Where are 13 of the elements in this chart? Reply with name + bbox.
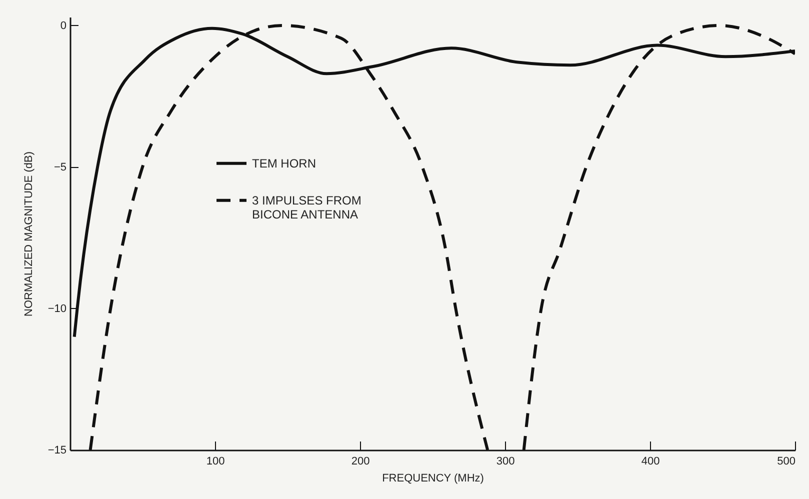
y-tick-label: −10 [48, 302, 66, 315]
x-tick-label: 400 [641, 456, 660, 468]
x-tick-label: 100 [206, 456, 225, 468]
x-tick-label: 300 [496, 456, 515, 468]
legend-label: 3 IMPULSES FROM BICONE ANTENNA [252, 193, 362, 222]
y-tick-label: −15 [48, 444, 66, 456]
y-tick-label: 0 [60, 20, 66, 32]
legend-label: TEM HORN [252, 156, 316, 170]
y-axis-title: NORMALIZED MAGNITUDE (dB) [22, 151, 35, 317]
x-axis-title: FREQUENCY (MHz) [382, 472, 484, 484]
x-tick-label: 500 [777, 456, 796, 468]
x-tick-label: 200 [351, 456, 370, 468]
y-tick-label: −5 [54, 161, 66, 174]
